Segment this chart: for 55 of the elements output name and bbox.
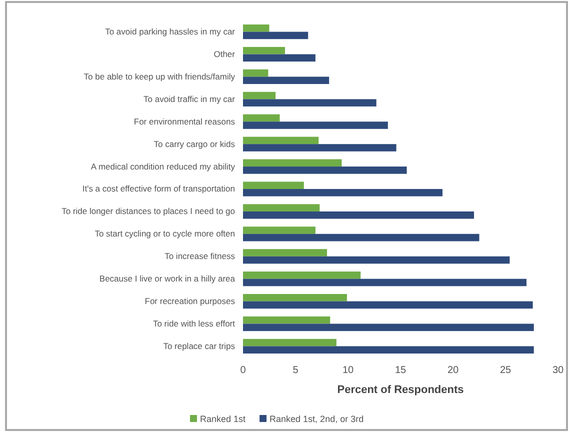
bar: [243, 76, 330, 84]
bar: [243, 346, 534, 354]
bar: [243, 324, 534, 332]
bar: [243, 166, 407, 174]
y-tick-label: Other: [214, 48, 236, 59]
bar: [243, 278, 526, 286]
y-tick-label: To ride with less effort: [152, 318, 236, 328]
bar: [243, 249, 327, 256]
bar: [243, 234, 480, 242]
y-tick-label: For environmental reasons: [134, 116, 235, 126]
bar: [243, 114, 280, 122]
bar: [243, 69, 268, 77]
bar: [243, 272, 361, 279]
bar: [243, 24, 270, 32]
x-tick-label: 25: [500, 365, 512, 376]
x-tick-label: 0: [240, 365, 246, 376]
bar: [243, 316, 330, 324]
bar: [243, 54, 316, 62]
y-tick-label: To avoid parking hassles in my car: [105, 26, 236, 37]
y-tick-label: Because I live or work in a hilly area: [99, 274, 236, 284]
y-tick-label: To replace car trips: [163, 340, 235, 351]
y-tick-label: To avoid traffic in my car: [144, 94, 236, 104]
bar: [243, 338, 336, 346]
bar: [243, 182, 304, 189]
x-axis-title: Percent of Respondents: [337, 384, 464, 396]
x-tick-label: 30: [552, 365, 564, 376]
bar: [243, 122, 388, 129]
bar: [243, 136, 319, 144]
bar: [243, 189, 442, 196]
bar: [243, 144, 396, 152]
bar: [243, 159, 342, 167]
y-tick-label: To increase fitness: [164, 251, 235, 262]
bar: [243, 301, 533, 309]
y-tick-label: For recreation purposes: [144, 296, 235, 306]
bar: [243, 211, 474, 219]
y-tick-label: To start cycling or to cycle more often: [94, 228, 236, 239]
bar: [243, 294, 347, 302]
bar: [243, 32, 308, 40]
x-tick-label: 5: [292, 365, 299, 376]
legend-label: Ranked 1st, 2nd, or 3rd: [270, 414, 364, 424]
bar: [243, 256, 510, 264]
bar: [243, 99, 376, 106]
bar: [243, 92, 276, 100]
y-tick-label: To be able to keep up with friends/family: [84, 71, 236, 82]
bar: [243, 226, 316, 234]
y-tick-label: To carry cargo or kids: [154, 138, 235, 149]
y-tick-label: A medical condition reduced my ability: [90, 161, 236, 172]
y-tick-label: To ride longer distances to places I need to go: [62, 206, 236, 216]
bar: [243, 46, 285, 54]
x-tick-label: 10: [342, 365, 354, 376]
bar: [243, 204, 320, 212]
x-tick-label: 15: [394, 365, 406, 376]
x-tick-label: 20: [447, 365, 459, 376]
y-tick-label: It's a cost effective form of transportation: [82, 184, 236, 194]
legend-label: Ranked 1st: [200, 414, 246, 424]
